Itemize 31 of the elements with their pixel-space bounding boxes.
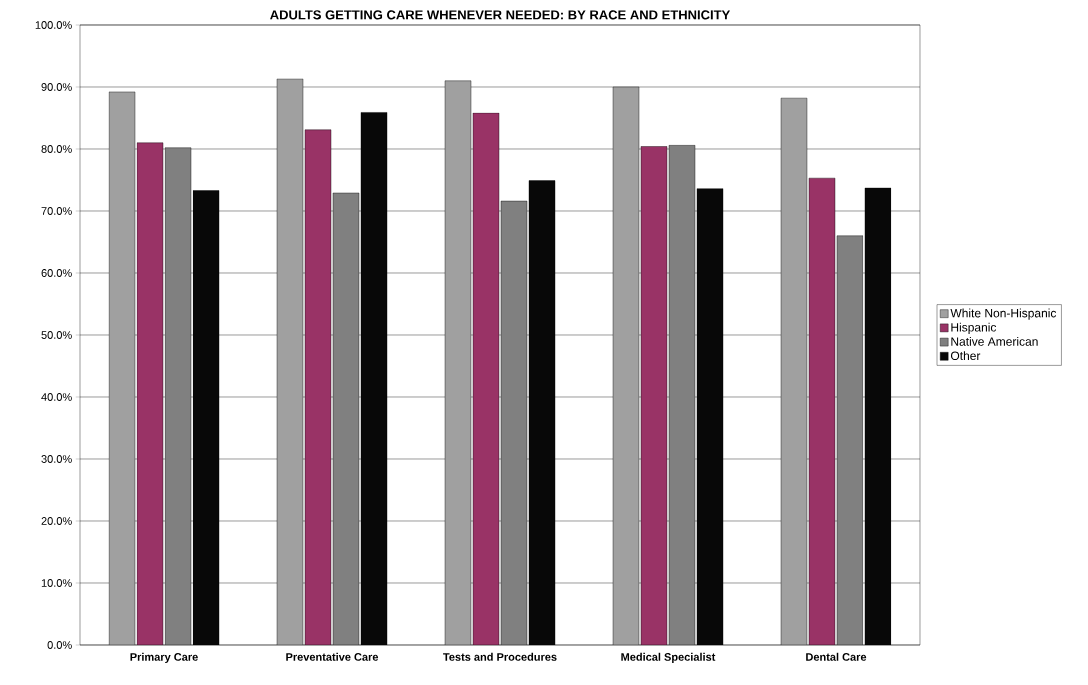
bar	[612, 86, 640, 645]
chart-title: ADULTS GETTING CARE WHENEVER NEEDED: BY RACE AND ETHNICITY	[270, 10, 731, 20]
y-tick-label: 50.0%	[41, 331, 72, 339]
bar	[108, 91, 136, 645]
legend-label: Hispanic	[951, 322, 997, 334]
y-tick-label: 100.0%	[35, 21, 72, 29]
bar	[780, 97, 808, 645]
bar	[304, 129, 332, 645]
x-tick-label: Dental Care	[806, 652, 867, 661]
bar	[808, 177, 836, 645]
y-tick-label: 90.0%	[41, 83, 72, 91]
legend-label: Native American	[951, 336, 1038, 346]
x-tick-label: Preventative Care	[286, 652, 379, 661]
x-tick-label: Tests and Procedures	[443, 652, 557, 661]
legend-label: White Non-Hispanic	[950, 308, 1057, 320]
y-tick-label: 10.0%	[41, 579, 72, 587]
y-tick-label: 30.0%	[41, 455, 72, 463]
y-tick-label: 60.0%	[41, 269, 72, 277]
y-tick-label: 80.0%	[41, 145, 72, 153]
x-tick-label: Medical Specialist	[621, 652, 716, 664]
x-tick-label: Primary Care	[130, 652, 198, 664]
y-tick-label: 40.0%	[41, 393, 72, 401]
bar	[444, 80, 472, 645]
bar	[640, 146, 668, 645]
bar	[472, 112, 500, 645]
bar	[136, 142, 164, 645]
y-tick-label: 20.0%	[41, 517, 72, 525]
bar	[276, 78, 304, 645]
y-tick-label: 70.0%	[41, 207, 72, 215]
y-tick-label: 0.0%	[47, 641, 72, 649]
legend-label: Other	[950, 351, 981, 360]
